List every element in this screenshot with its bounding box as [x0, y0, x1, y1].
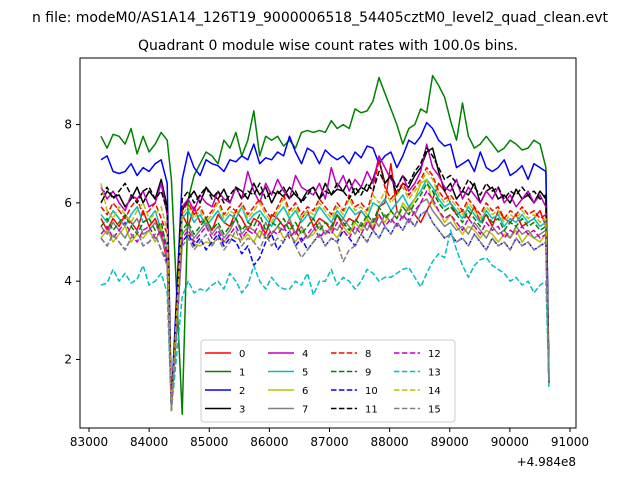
legend-label-6: 6 [302, 386, 308, 397]
x-tick-label: 86000 [250, 435, 288, 449]
legend-label-15: 15 [428, 405, 441, 416]
legend-label-1: 1 [239, 368, 245, 379]
x-tick-label: 85000 [190, 435, 228, 449]
legend-label-4: 4 [302, 349, 308, 360]
legend-label-12: 12 [428, 349, 441, 360]
x-tick-label: 87000 [310, 435, 348, 449]
x-tick-label: 89000 [431, 435, 469, 449]
ticks-layer: 83000 84000 85000 86000 87000 88000 89000 90000… [64, 118, 589, 449]
x-tick-label: 84000 [130, 435, 168, 449]
x-tick-label: 88000 [371, 435, 409, 449]
legend-label-2: 2 [239, 386, 245, 397]
series-layer [100, 74, 550, 416]
figure-suptitle: n file: modeM0/AS1A14_126T19_9000006518_… [32, 10, 609, 26]
legend-label-0: 0 [239, 349, 245, 360]
legend-label-10: 10 [365, 386, 378, 397]
legend-label-14: 14 [428, 386, 441, 397]
legend-label-5: 5 [302, 368, 308, 379]
legend-label-9: 9 [365, 368, 371, 379]
x-tick-label: 90000 [491, 435, 529, 449]
chart-title: Quadrant 0 module wise count rates with … [138, 38, 518, 54]
axes-frame [79, 57, 577, 429]
y-tick-label: 6 [64, 196, 72, 210]
legend-label-11: 11 [365, 405, 378, 416]
y-tick-label: 4 [64, 274, 72, 288]
legend-label-3: 3 [239, 405, 245, 416]
legend-label-13: 13 [428, 368, 441, 379]
y-tick-label: 2 [64, 352, 72, 366]
x-tick-label: 91000 [551, 435, 589, 449]
series-line-13 [100, 229, 550, 412]
legend-label-7: 7 [302, 405, 308, 416]
legend-label-8: 8 [365, 349, 371, 360]
series-line-15 [100, 209, 550, 412]
series-line-14 [100, 170, 550, 412]
series-line-2 [100, 121, 550, 404]
x-tick-label: 83000 [70, 435, 108, 449]
legend-box [200, 339, 456, 423]
y-tick-label: 8 [64, 118, 72, 132]
x-offset-label: +4.984e8 [517, 455, 576, 469]
